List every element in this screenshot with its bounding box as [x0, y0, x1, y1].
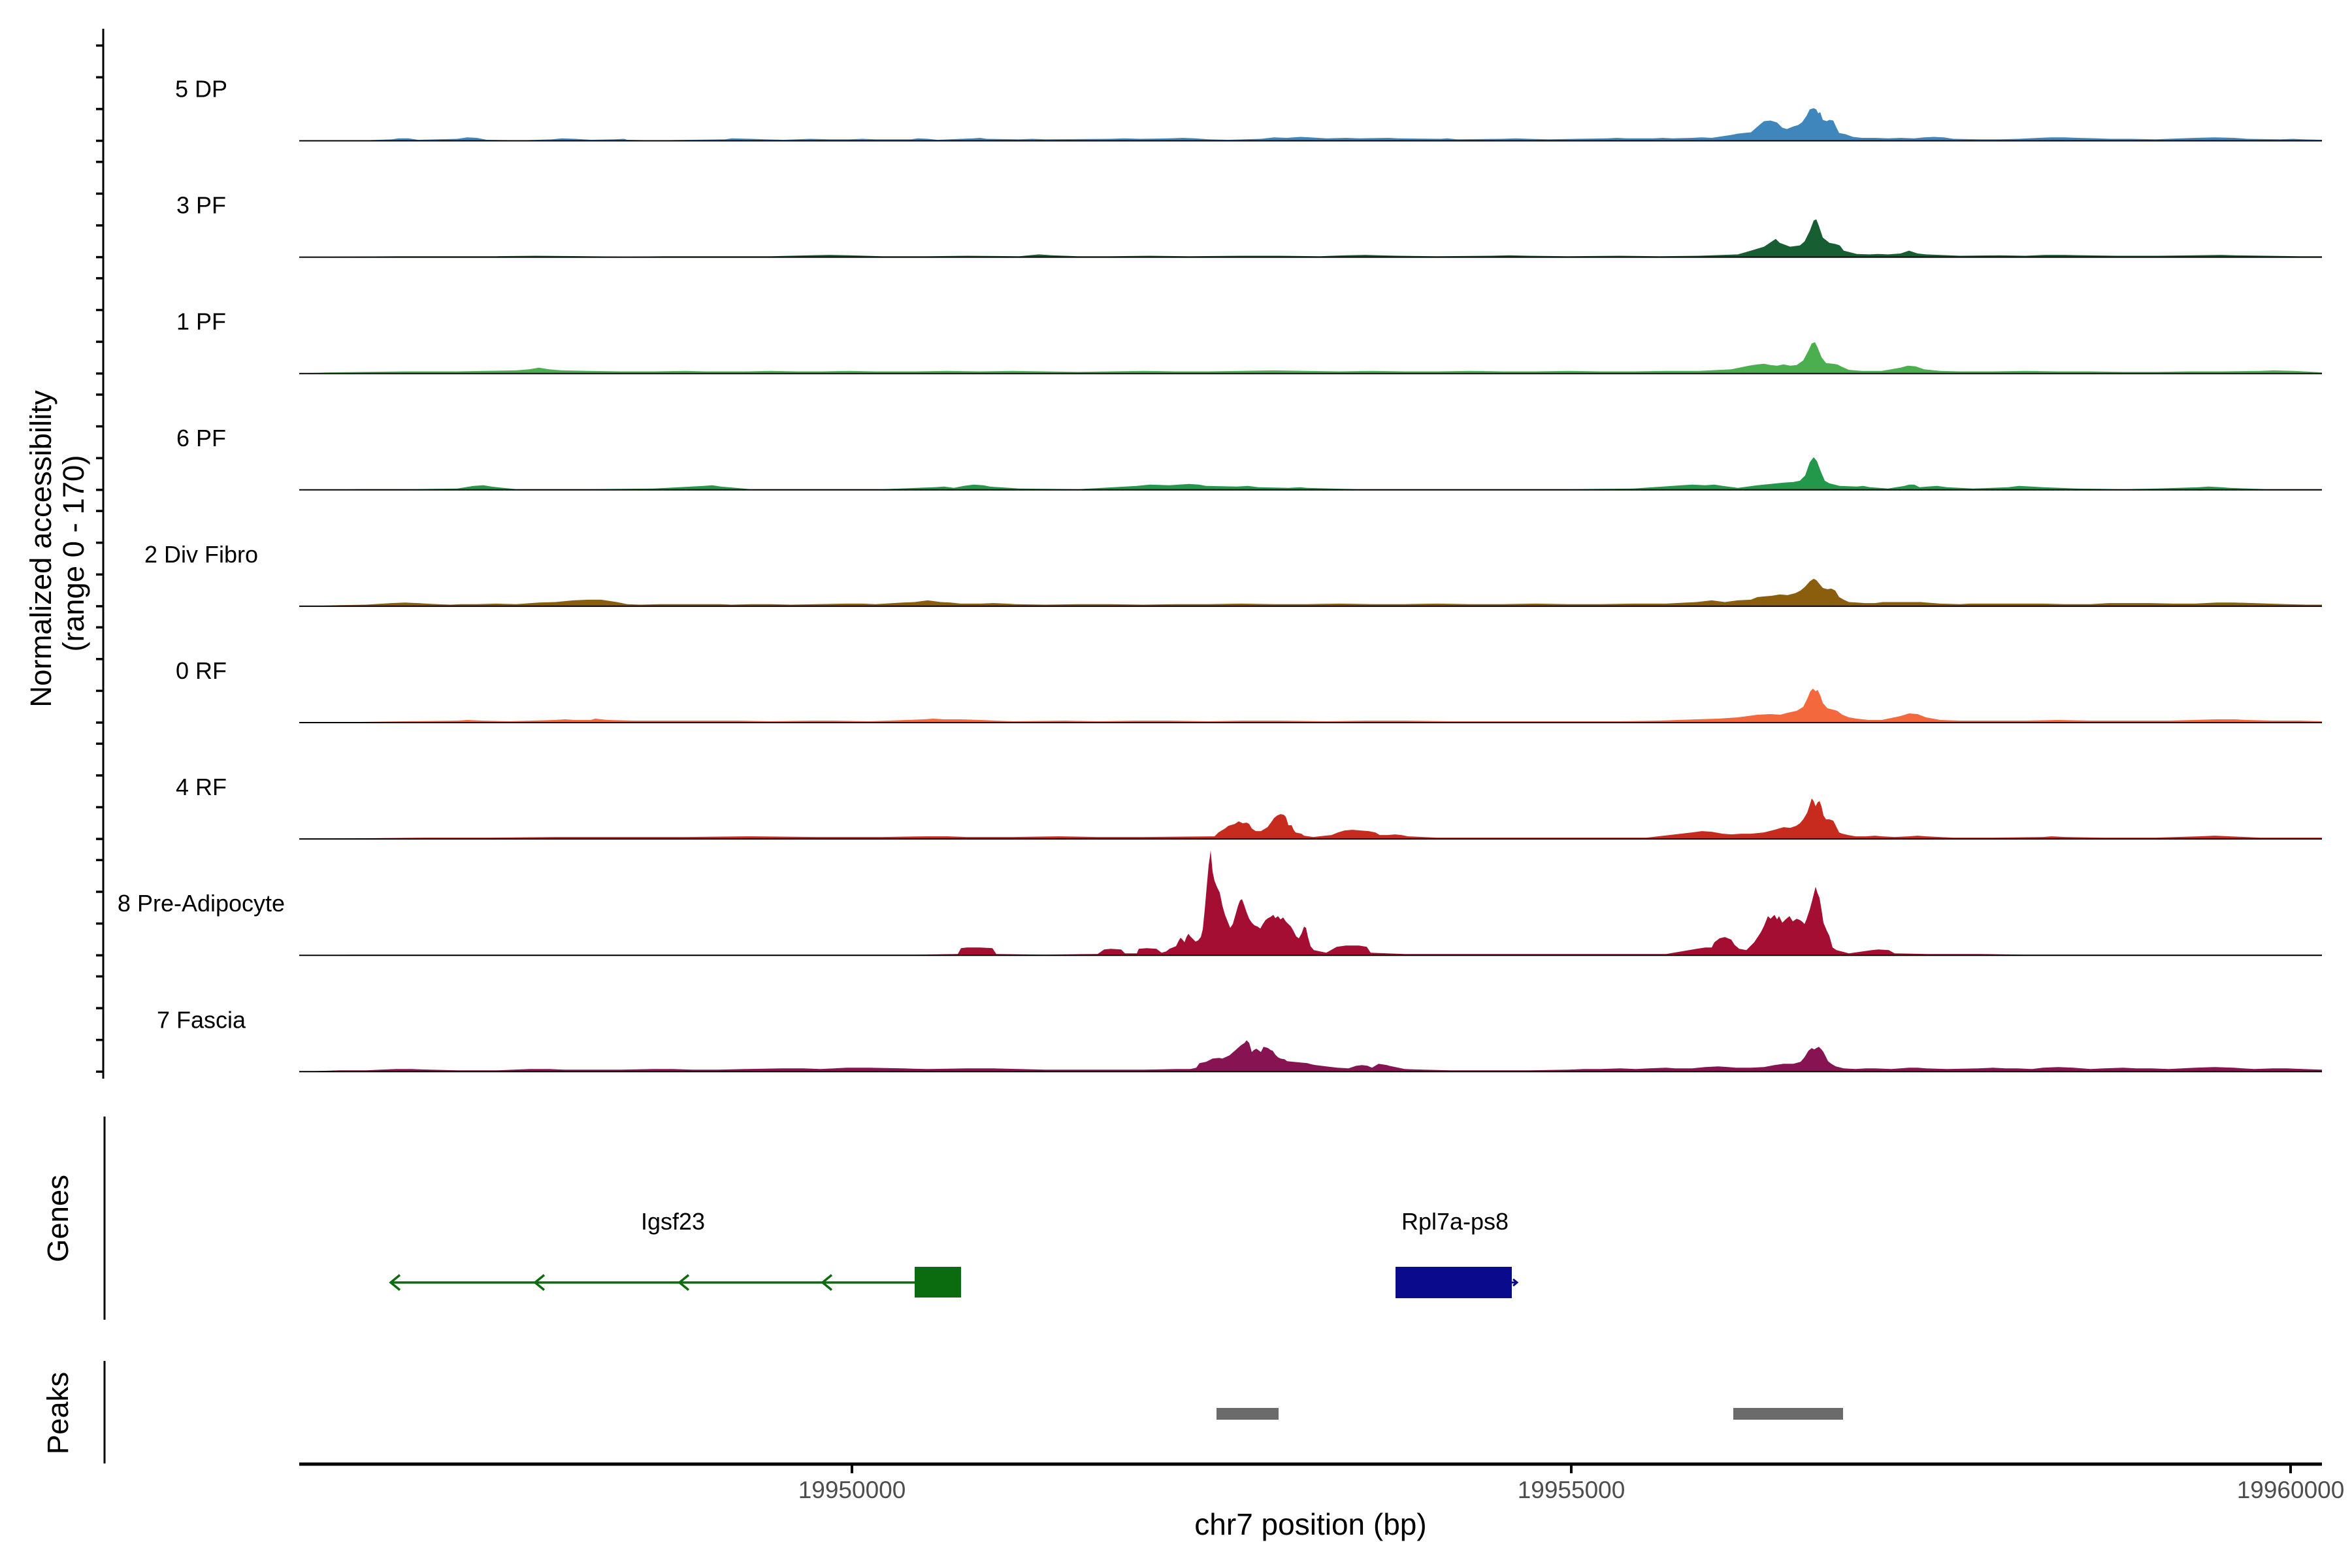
svg-text:Normalized accessibility: Normalized accessibility — [24, 390, 57, 708]
svg-text:1 PF: 1 PF — [176, 308, 226, 335]
svg-text:5 DP: 5 DP — [175, 76, 227, 103]
svg-text:0 RF: 0 RF — [176, 657, 227, 684]
svg-text:2 Div Fibro: 2 Div Fibro — [144, 541, 258, 568]
svg-text:Genes: Genes — [41, 1175, 74, 1262]
svg-text:8 Pre-Adipocyte: 8 Pre-Adipocyte — [118, 890, 285, 917]
svg-text:Peaks: Peaks — [41, 1372, 74, 1454]
svg-text:19950000: 19950000 — [798, 1477, 906, 1503]
svg-text:6 PF: 6 PF — [176, 425, 226, 451]
svg-text:Igsf23: Igsf23 — [641, 1208, 705, 1235]
svg-text:Rpl7a-ps8: Rpl7a-ps8 — [1401, 1208, 1509, 1235]
svg-text:19960000: 19960000 — [2237, 1477, 2345, 1503]
svg-text:4 RF: 4 RF — [176, 774, 227, 800]
svg-text:(range 0 - 170): (range 0 - 170) — [57, 455, 90, 652]
svg-text:3 PF: 3 PF — [176, 192, 226, 219]
svg-text:7 Fascia: 7 Fascia — [157, 1006, 246, 1033]
svg-text:19955000: 19955000 — [1518, 1477, 1625, 1503]
svg-text:chr7 position (bp): chr7 position (bp) — [1194, 1507, 1426, 1541]
